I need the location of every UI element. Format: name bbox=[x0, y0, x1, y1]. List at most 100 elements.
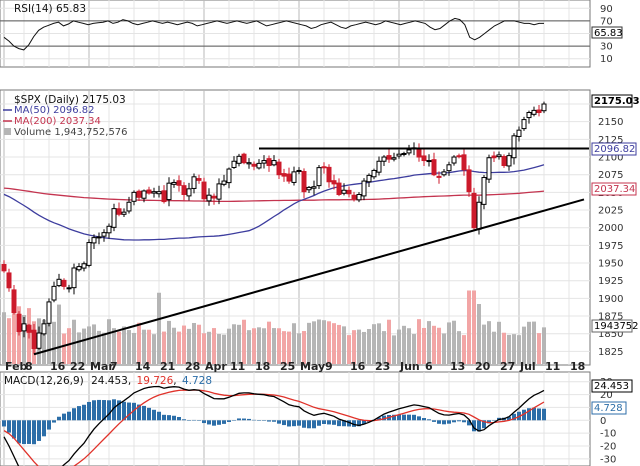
candle-body bbox=[11, 289, 17, 314]
candle-body bbox=[251, 163, 257, 167]
candle-body bbox=[246, 162, 252, 165]
macd-hist-bar bbox=[57, 416, 61, 421]
macd-hist-bar bbox=[82, 404, 86, 421]
price-y-tick: 2100 bbox=[598, 153, 623, 164]
volume-bar bbox=[72, 319, 76, 364]
macd-hist-bar bbox=[342, 420, 346, 427]
candle-body bbox=[76, 266, 82, 271]
macd-hist-bar bbox=[352, 420, 356, 427]
volume-bar bbox=[292, 323, 296, 364]
volume-bar bbox=[382, 331, 386, 364]
volume-bar bbox=[432, 325, 436, 364]
candle-body bbox=[541, 103, 547, 112]
macd-hist-bar bbox=[452, 420, 456, 423]
candle-body bbox=[291, 171, 297, 183]
candle-body bbox=[171, 181, 177, 185]
macd-hist-bar bbox=[47, 420, 51, 430]
candle-body bbox=[301, 171, 307, 193]
macd-hist-bar bbox=[202, 420, 206, 424]
candle-body bbox=[351, 194, 357, 200]
macd-hist-bar bbox=[302, 420, 306, 428]
macd-legend: MACD(12,26,9) 24.453, 19.726, 4.728 bbox=[4, 375, 212, 387]
candle-body bbox=[306, 186, 312, 191]
candle-body bbox=[466, 169, 472, 193]
candle-body bbox=[236, 155, 242, 164]
volume-bar bbox=[377, 323, 381, 364]
macd-hist-bar bbox=[147, 407, 151, 421]
macd-hist-bar bbox=[227, 420, 231, 422]
ma50-value-tag: 2096.82 bbox=[591, 142, 637, 156]
volume-bar bbox=[277, 328, 281, 364]
macd-hist-bar bbox=[67, 411, 71, 421]
candle-body bbox=[266, 158, 272, 167]
volume-bar bbox=[307, 322, 311, 364]
candle-body bbox=[501, 156, 507, 167]
candle-body bbox=[496, 154, 502, 158]
candle-body bbox=[381, 156, 387, 162]
macd-hist-bar bbox=[2, 420, 6, 427]
macd-hist-bar bbox=[292, 420, 296, 427]
price-y-tick: 1900 bbox=[598, 294, 623, 305]
volume-bar bbox=[462, 335, 466, 364]
rsi-y-tick: 70 bbox=[600, 16, 613, 27]
candle-body bbox=[426, 160, 432, 163]
volume-bar bbox=[112, 328, 116, 364]
macd-hist-bar bbox=[37, 420, 41, 441]
rsi-title: RSI(14) 65.83 bbox=[14, 3, 86, 15]
macd-hist-bar bbox=[442, 420, 446, 425]
volume-bar bbox=[532, 321, 536, 364]
volume-bar bbox=[367, 329, 371, 364]
candle-body bbox=[311, 186, 317, 189]
price-y-tick: 1925 bbox=[598, 276, 623, 287]
candle-body bbox=[66, 287, 72, 290]
candle-body bbox=[1, 263, 7, 272]
x-tick-label: Mar bbox=[90, 360, 114, 373]
volume-bar bbox=[342, 326, 346, 364]
macd-hist-bar bbox=[427, 419, 431, 421]
macd-hist-bar bbox=[507, 416, 511, 421]
macd-hist-bar bbox=[97, 399, 101, 421]
x-tick-label: 28 bbox=[185, 360, 200, 373]
volume-bar bbox=[527, 321, 531, 364]
price-y-tick: 2000 bbox=[598, 223, 623, 234]
macd-hist-bar bbox=[152, 409, 156, 421]
candle-body bbox=[101, 232, 107, 237]
volume-bar bbox=[117, 331, 121, 364]
candle-body bbox=[181, 185, 187, 195]
candle-body bbox=[526, 111, 532, 119]
candle-body bbox=[61, 279, 67, 287]
candle-body bbox=[26, 324, 32, 333]
macd-y-tick: -30 bbox=[600, 454, 616, 465]
volume-bar bbox=[332, 323, 336, 364]
rsi-y-tick: 90 bbox=[600, 4, 613, 15]
macd-y-tick: -10 bbox=[600, 429, 616, 440]
macd-hist-bar bbox=[42, 420, 46, 437]
macd-y-tick: -20 bbox=[600, 442, 616, 453]
candle-body bbox=[316, 167, 322, 187]
volume-bar bbox=[507, 334, 511, 364]
volume-bar bbox=[242, 319, 246, 364]
candle-body bbox=[166, 182, 172, 201]
candle-body bbox=[421, 155, 427, 162]
volume-bar bbox=[132, 332, 136, 364]
macd-hist-bar bbox=[102, 400, 106, 421]
candle-body bbox=[491, 155, 497, 159]
volume-bar bbox=[102, 332, 106, 364]
macd-hist-bar bbox=[192, 419, 196, 421]
volume-value-label: 1943752 bbox=[594, 321, 639, 332]
x-tick-label: May bbox=[300, 360, 325, 373]
candle-body bbox=[126, 201, 132, 212]
macd-hist-bar bbox=[207, 420, 211, 425]
candle-body bbox=[221, 180, 227, 185]
macd-hist-bar bbox=[162, 414, 166, 421]
candle-body bbox=[486, 157, 492, 180]
macd-hist-bar bbox=[187, 420, 191, 421]
candle-body bbox=[231, 160, 237, 168]
ma200-value-tag: 2037.34 bbox=[591, 182, 637, 196]
candlesticks bbox=[1, 101, 547, 355]
macd-hist-bar bbox=[527, 408, 531, 421]
volume-bar bbox=[82, 328, 86, 364]
volume-bar bbox=[187, 328, 191, 364]
x-tick-label: Jul bbox=[519, 360, 536, 373]
candle-body bbox=[471, 192, 477, 229]
